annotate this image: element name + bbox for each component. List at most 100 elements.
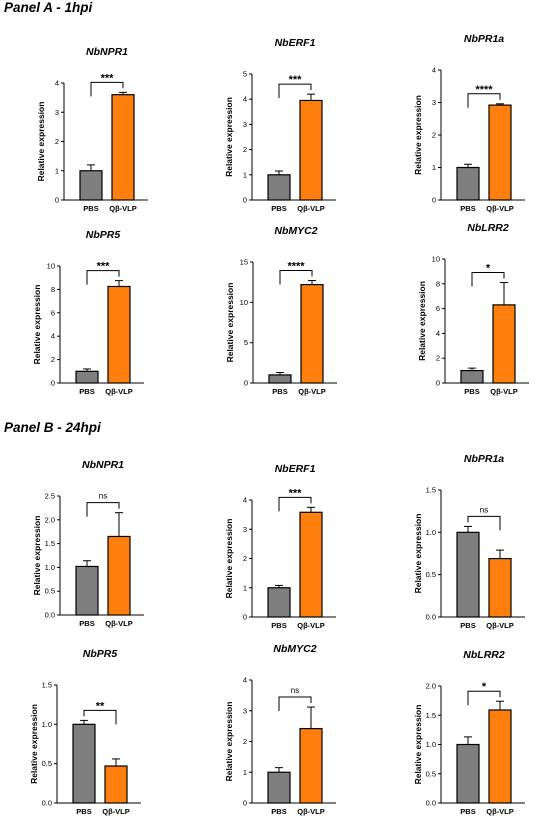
chart-9-title: NbPR1a	[464, 453, 504, 465]
chart-1-significance-bracket	[90, 81, 124, 97]
chart-2-y-axis-label: Relative expression	[224, 97, 234, 177]
chart-10-bar-pbs	[72, 723, 96, 804]
chart-2-category-label: PBS	[271, 204, 286, 213]
chart-7-significance-label: ns	[99, 492, 107, 501]
chart-10-y-tick-label: 1.5	[42, 681, 52, 690]
chart-2-y-tick-label: 5	[243, 70, 247, 79]
chart-8-category-label: Qβ-VLP	[297, 621, 325, 630]
chart-3-title: NbPR1a	[464, 33, 504, 45]
chart-7-category-label: Qβ-VLP	[105, 619, 133, 628]
chart-6-bar-pbs	[460, 370, 484, 384]
chart-5-category-label: PBS	[272, 387, 287, 396]
chart-12-category-label: PBS	[460, 807, 475, 816]
chart-9-significance-label: ns	[480, 505, 488, 514]
chart-4-bar-pbs	[75, 370, 99, 384]
chart-12-y-tick-label: 0.0	[426, 799, 436, 808]
chart-4-y-tick-label: 8	[51, 285, 55, 294]
chart-2-y-tick-label: 0	[243, 196, 247, 205]
chart-7-bar-pbs	[75, 565, 99, 616]
chart-8-y-tick-label: 4	[243, 496, 247, 505]
chart-7-title: NbNPR1	[82, 459, 124, 471]
chart-5-title: NbMYC2	[274, 225, 317, 237]
chart-9-category-label: Qβ-VLP	[486, 621, 514, 630]
chart-4-category-label: PBS	[79, 387, 94, 396]
chart-9-bar-pbs	[456, 531, 480, 618]
chart-1-category-label: PBS	[83, 204, 98, 213]
chart-6-y-tick-label: 2	[436, 354, 440, 363]
chart-2-y-tick-label: 4	[243, 95, 247, 104]
chart-3-category-label: Qβ-VLP	[486, 204, 514, 213]
panel-b-title: Panel B - 24hpi	[4, 420, 101, 435]
chart-2-category-label: Qβ-VLP	[297, 204, 325, 213]
chart-7-y-tick-label: 0.0	[45, 611, 55, 620]
chart-7-y-tick-label: 0.5	[45, 587, 55, 596]
chart-6-y-tick-label: 4	[436, 329, 440, 338]
chart-3-bar-pbs	[456, 166, 480, 201]
chart-10-y-tick-label: 0.5	[42, 759, 52, 768]
chart-2-y-tick-label: 1	[243, 170, 247, 179]
chart-10-title: NbPR5	[83, 648, 118, 660]
chart-5-bar-qb-vlp	[300, 283, 324, 384]
chart-8-y-tick-label: 2	[243, 554, 247, 563]
chart-12-title: NbLRR2	[463, 649, 505, 661]
chart-12-y-axis-label: Relative expression	[413, 705, 423, 785]
chart-11-bar-qb-vlp	[299, 727, 323, 804]
chart-4-y-tick-label: 0	[51, 379, 55, 388]
chart-11-category-label: PBS	[271, 807, 286, 816]
chart-12-category-label: Qβ-VLP	[486, 807, 514, 816]
chart-6-significance-bracket	[471, 272, 505, 287]
chart-4-y-tick-label: 6	[51, 308, 55, 317]
chart-6-y-tick-label: 8	[436, 279, 440, 288]
chart-12-y-tick-label: 0.5	[426, 769, 436, 778]
chart-9-y-tick-label: 1.5	[426, 486, 436, 495]
chart-6-significance-label: *	[486, 263, 491, 275]
chart-6-category-label: Qβ-VLP	[490, 387, 518, 396]
chart-7-y-tick-label: 2.0	[45, 515, 55, 524]
chart-2-significance-bracket	[278, 83, 312, 99]
chart-1-significance-label: ***	[101, 72, 115, 84]
chart-9-y-tick-label: 1.0	[426, 528, 436, 537]
chart-1-y-tick-label: 1	[55, 166, 59, 175]
chart-8-y-axis-label: Relative expression	[224, 519, 234, 599]
chart-1-y-tick-label: 2	[55, 137, 59, 146]
chart-12-significance-bracket	[467, 690, 501, 706]
chart-3-bar-qb-vlp	[488, 104, 512, 201]
chart-12-y-tick-label: 2.0	[426, 682, 436, 691]
chart-11-significance-bracket	[278, 696, 312, 712]
chart-10-significance-bracket	[83, 709, 117, 725]
chart-6-category-label: PBS	[464, 387, 479, 396]
chart-6-y-tick-label: 0	[436, 379, 440, 388]
chart-3-y-tick-label: 3	[432, 98, 436, 107]
chart-5-bar-pbs	[268, 374, 292, 384]
chart-9-y-tick-label: 0.0	[426, 613, 436, 622]
chart-7-y-tick-label: 1.0	[45, 563, 55, 572]
chart-4-y-tick-label: 4	[51, 332, 55, 341]
chart-6-y-tick-label: 10	[432, 255, 440, 264]
chart-11-y-tick-label: 4	[243, 676, 247, 685]
chart-8-category-label: PBS	[271, 621, 286, 630]
chart-5-y-tick-label: 10	[240, 298, 248, 307]
chart-10-y-tick-label: 0.0	[42, 799, 52, 808]
chart-4-y-tick-label: 10	[47, 262, 55, 271]
chart-12-bar-pbs	[456, 743, 480, 804]
chart-11-y-tick-label: 2	[243, 737, 247, 746]
chart-12-significance-label: *	[482, 681, 487, 693]
chart-5-significance-label: ****	[287, 261, 305, 273]
chart-9-significance-bracket	[467, 515, 501, 531]
chart-6-y-axis-label: Relative expression	[417, 281, 427, 361]
chart-3-y-axis-label: Relative expression	[413, 95, 423, 175]
chart-8-y-tick-label: 0	[243, 613, 247, 622]
chart-1-y-tick-label: 0	[55, 196, 59, 205]
chart-9-category-label: PBS	[460, 621, 475, 630]
chart-3-y-tick-label: 4	[432, 66, 436, 75]
chart-6-title: NbLRR2	[467, 222, 509, 234]
chart-10-bar-qb-vlp	[104, 765, 128, 804]
chart-2-bar-qb-vlp	[299, 99, 323, 201]
chart-4-title: NbPR5	[86, 229, 121, 241]
chart-5-y-axis-label: Relative expression	[225, 283, 235, 363]
chart-6-y-tick-label: 6	[436, 304, 440, 313]
chart-10-category-label: Qβ-VLP	[102, 807, 130, 816]
chart-11-y-axis-label: Relative expression	[224, 702, 234, 782]
chart-2-title: NbERF1	[275, 37, 316, 49]
chart-9-y-tick-label: 0.5	[426, 570, 436, 579]
